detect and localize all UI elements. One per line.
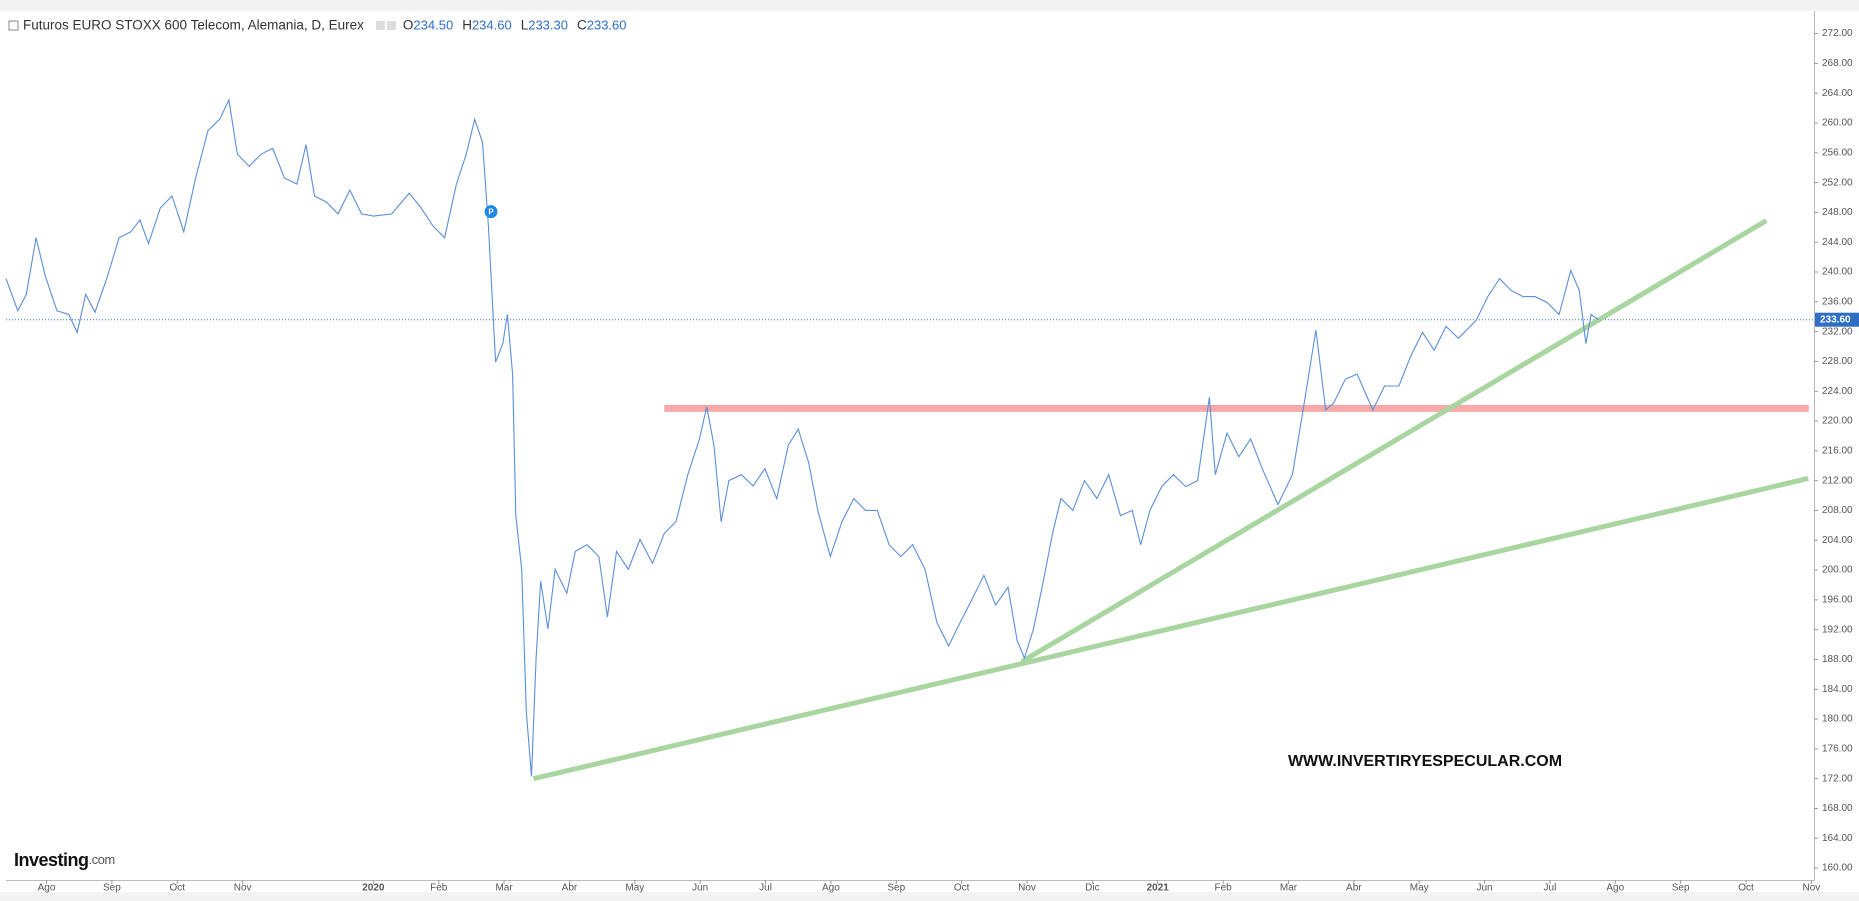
y-tick-label: 232.00 [1822, 326, 1853, 337]
settings-icon [375, 21, 385, 30]
logo-text: Investing [14, 850, 89, 870]
y-tick-label: 248.00 [1822, 207, 1853, 218]
y-tick-label: 212.00 [1822, 475, 1853, 486]
x-tick-label: Mar [1280, 883, 1298, 894]
y-tick-label: 260.00 [1822, 118, 1853, 129]
ohlc-name: C [577, 18, 587, 33]
x-tick-label: May [1410, 883, 1429, 894]
logo: Investing.com [14, 850, 115, 870]
y-tick-label: 176.00 [1822, 744, 1853, 755]
x-tick-label: Abr [1346, 883, 1362, 894]
x-tick-label: May [625, 883, 644, 894]
y-tick-label: 240.00 [1822, 267, 1853, 278]
x-tick-label: Sep [887, 883, 905, 894]
x-tick-label: Mar [495, 883, 513, 894]
y-tick-label: 184.00 [1822, 684, 1853, 695]
ohlc-name: L [521, 18, 529, 33]
y-tick-label: 160.00 [1822, 863, 1853, 874]
x-tick-label: Jul [1544, 883, 1557, 894]
y-tick-label: 228.00 [1822, 356, 1853, 367]
x-tick-label: Oct [169, 883, 185, 894]
x-tick-label: Nov [1802, 883, 1820, 894]
logo-suffix: .com [89, 852, 115, 867]
toolbar [0, 0, 1859, 11]
x-tick-label: Abr [562, 883, 578, 894]
y-tick-label: 172.00 [1822, 773, 1853, 784]
y-tick-label: 244.00 [1822, 237, 1853, 248]
ohlc-value: 234.50 [413, 17, 453, 32]
ohlc-name: H [462, 18, 472, 33]
x-tick-label: Feb [430, 883, 448, 894]
x-tick-label: Dic [1085, 883, 1099, 894]
y-tick-label: 188.00 [1822, 654, 1853, 665]
x-tick-label: Ago [822, 883, 840, 894]
y-tick-label: 224.00 [1822, 386, 1853, 397]
ohlc-value: 234.60 [472, 17, 512, 32]
y-tick-label: 208.00 [1822, 505, 1853, 516]
event-marker-label: P [488, 207, 494, 216]
y-tick-label: 192.00 [1822, 624, 1853, 635]
x-tick-label: Ago [1606, 883, 1624, 894]
y-axis-line [1814, 11, 1815, 881]
ohlc-value: 233.30 [528, 17, 568, 32]
y-tick-label: 236.00 [1822, 296, 1853, 307]
y-tick-label: 204.00 [1822, 535, 1853, 546]
y-tick-label: 200.00 [1822, 565, 1853, 576]
y-tick-label: 180.00 [1822, 714, 1853, 725]
trendline [532, 475, 1809, 782]
x-tick-label: Feb [1214, 883, 1232, 894]
y-tick-label: 268.00 [1822, 58, 1853, 69]
last-price-box [1815, 312, 1859, 327]
x-tick-label: 2021 [1147, 883, 1170, 894]
y-tick-label: 164.00 [1822, 833, 1853, 844]
x-tick-label: Jun [1476, 883, 1492, 894]
x-tick-label: Jul [759, 883, 772, 894]
x-axis-line [6, 880, 1814, 881]
collapse-icon[interactable] [8, 20, 19, 31]
x-tick-label: 2020 [362, 883, 385, 894]
x-tick-label: Nov [1018, 883, 1036, 894]
x-tick-label: Oct [1738, 883, 1754, 894]
y-tick-label: 168.00 [1822, 803, 1853, 814]
x-tick-label: Sep [103, 883, 121, 894]
event-marker [484, 205, 498, 219]
ohlc-name: O [403, 18, 414, 33]
last-price-label: 233.60 [1820, 314, 1851, 325]
y-tick-label: 196.00 [1822, 594, 1853, 605]
y-tick-label: 256.00 [1822, 147, 1853, 158]
x-tick-label: Ago [38, 883, 56, 894]
price-line [5, 98, 1599, 777]
status-bar [0, 892, 1859, 901]
watermark: WWW.INVERTIRYESPECULAR.COM [1288, 753, 1562, 770]
ohlc-value: 233.60 [587, 17, 627, 32]
y-tick-label: 252.00 [1822, 177, 1853, 188]
y-tick-label: 220.00 [1822, 416, 1853, 427]
chart-title: Futuros EURO STOXX 600 Telecom, Alemania… [23, 18, 364, 33]
y-tick-label: 272.00 [1822, 28, 1853, 39]
x-tick-label: Jun [692, 883, 708, 894]
y-tick-label: 216.00 [1822, 445, 1853, 456]
x-tick-label: Nov [234, 883, 252, 894]
trendline [1020, 218, 1768, 664]
y-tick-label: 264.00 [1822, 88, 1853, 99]
x-tick-label: Sep [1672, 883, 1690, 894]
settings-icon [386, 21, 396, 30]
x-tick-label: Oct [954, 883, 970, 894]
